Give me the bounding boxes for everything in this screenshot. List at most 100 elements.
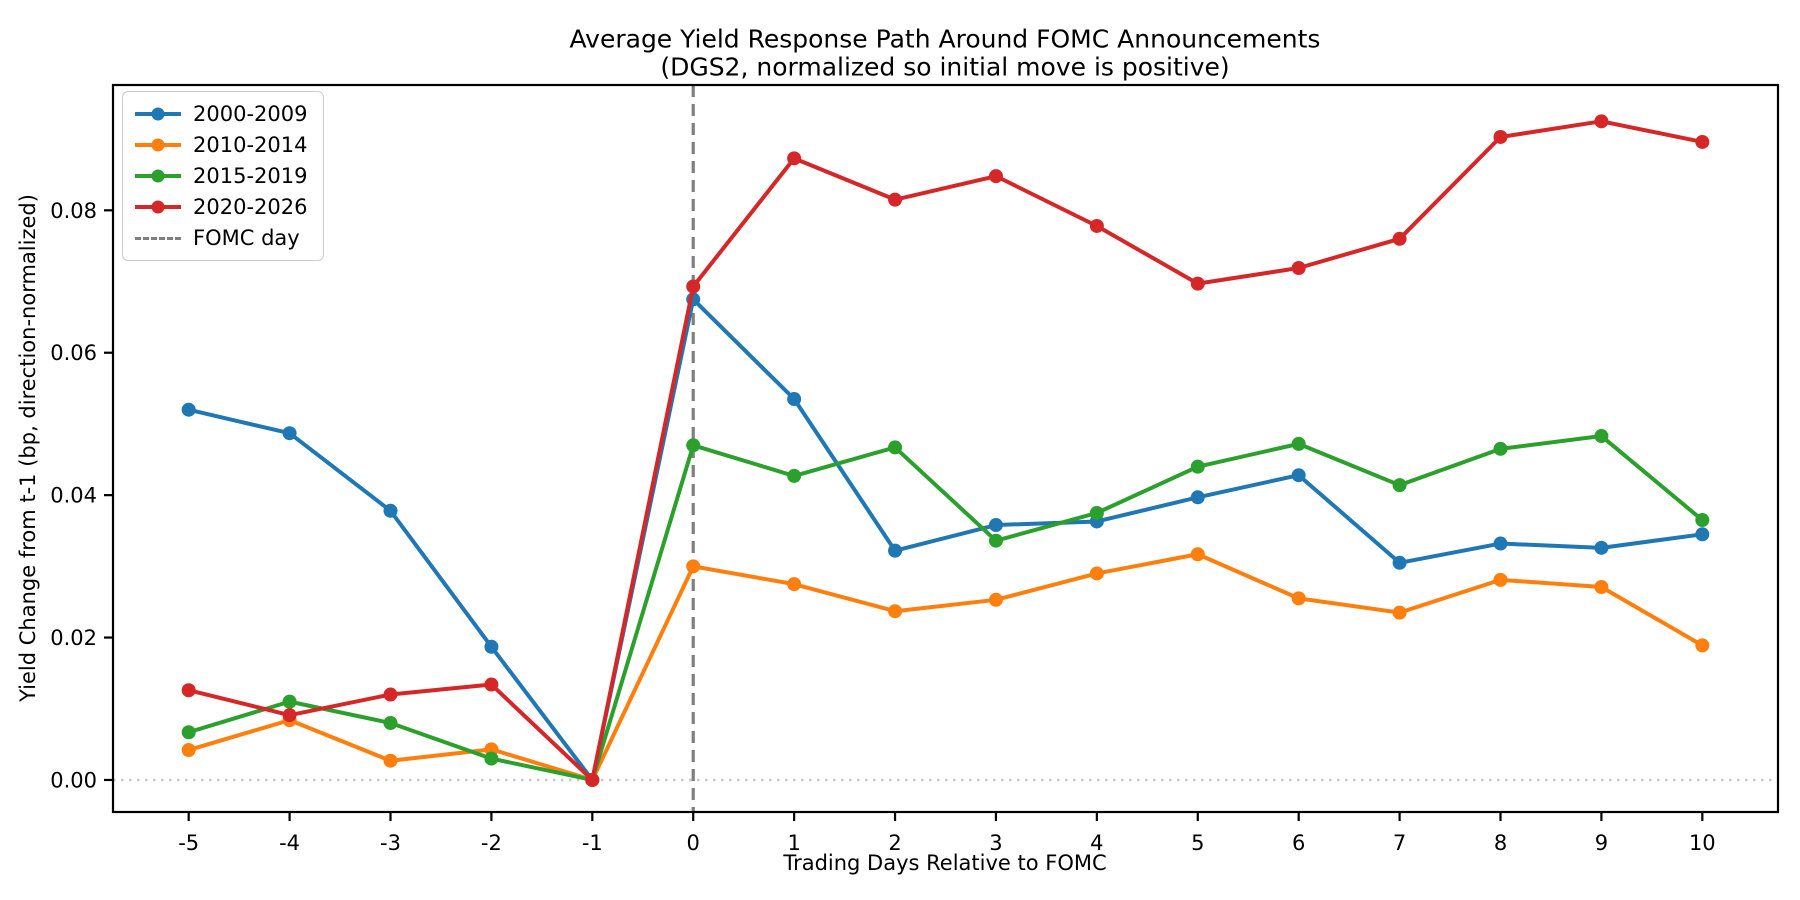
legend-marker-dot [151,138,165,152]
x-tick-label: -5 [178,831,199,855]
data-point-marker [1392,605,1407,620]
data-point-marker [1089,218,1104,233]
data-point-marker [282,708,297,723]
data-point-marker [1190,547,1205,562]
y-tick-label: 0.04 [50,484,97,508]
x-tick-label: 7 [1393,831,1406,855]
legend-box: 2000-2009 2010-2014 2015-2019 2020-2026 … [122,91,325,261]
data-point-marker [1392,555,1407,570]
series-line [186,297,1705,782]
x-tick-label: -3 [380,831,401,855]
data-point-marker [686,438,701,453]
data-point-marker [888,543,903,558]
x-tick-label: 4 [1090,831,1103,855]
legend-item-2010-2014: 2010-2014 [135,133,307,157]
legend-line-sample [135,138,181,152]
x-tick-label: 1 [787,831,800,855]
data-point-marker [988,518,1003,533]
legend-marker-dot [151,200,165,214]
legend-marker-dot [151,107,165,121]
data-point-marker [282,694,297,709]
y-tick-label: 0.02 [50,626,97,650]
legend-label: 2010-2014 [193,133,308,157]
legend-line-sample [135,107,181,121]
data-point-marker [1493,536,1508,551]
data-point-marker [1089,566,1104,581]
series-2015-2019 [181,429,1710,787]
data-point-marker [888,604,903,619]
legend-marker-dot [151,169,165,183]
legend-line-sample [135,200,181,214]
y-tick-label: 0.06 [50,341,97,365]
x-tick-label: -2 [481,831,502,855]
series-line [186,552,1705,782]
data-point-marker [988,169,1003,184]
data-point-marker [1695,527,1710,542]
legend-label: 2015-2019 [193,164,308,188]
chart-title-line1: Average Yield Response Path Around FOMC … [569,24,1321,54]
x-tick-label: 5 [1191,831,1204,855]
data-point-marker [1493,441,1508,456]
x-tick-label: 0 [687,831,700,855]
data-point-marker [383,503,398,518]
data-point-marker [787,577,802,592]
series-2000-2009 [181,292,1710,787]
data-point-marker [1594,579,1609,594]
x-tick-label: -4 [279,831,300,855]
x-tick-label: 9 [1595,831,1608,855]
data-point-marker [1089,505,1104,520]
y-tick-label: 0.00 [50,768,97,792]
legend-line-sample [135,169,181,183]
data-point-marker [282,426,297,441]
data-point-marker [1392,231,1407,246]
data-point-marker [585,772,600,787]
legend-label: FOMC day [193,226,300,250]
x-tick-label: 10 [1689,831,1716,855]
chart-title-line2: (DGS2, normalized so initial move is pos… [660,52,1230,82]
data-point-marker [1291,591,1306,606]
legend-item-2020-2026: 2020-2026 [135,195,307,219]
data-point-marker [988,592,1003,607]
data-point-marker [1291,468,1306,483]
legend-label: 2020-2026 [193,195,308,219]
data-point-marker [686,559,701,574]
data-point-marker [484,677,499,692]
data-point-marker [988,533,1003,548]
data-point-marker [1190,490,1205,505]
data-point-marker [686,279,701,294]
legend-item-2000-2009: 2000-2009 [135,102,307,126]
data-point-marker [1695,638,1710,653]
data-point-marker [1190,276,1205,291]
x-tick-label: 6 [1292,831,1305,855]
data-point-marker [1392,478,1407,493]
data-point-marker [1291,436,1306,451]
y-axis-ticks: 0.00 0.02 0.04 0.06 0.08 [50,199,113,792]
legend-label: 2000-2009 [193,102,308,126]
data-point-marker [181,683,196,698]
data-point-marker [888,192,903,207]
x-axis-label: Trading Days Relative to FOMC [783,851,1107,875]
data-point-marker [1190,459,1205,474]
series-2010-2014 [181,547,1710,787]
data-point-marker [1695,134,1710,149]
data-point-marker [1594,540,1609,555]
data-point-marker [1594,429,1609,444]
data-point-marker [1493,572,1508,587]
x-axis-ticks: -5 -4 -3 -2 -1 0 1 2 3 4 5 6 7 8 9 10 [178,812,1716,855]
data-point-marker [787,151,802,166]
legend-dashed-sample [135,236,181,240]
data-point-marker [1493,129,1508,144]
data-point-marker [181,743,196,758]
data-point-marker [888,440,903,455]
data-point-marker [484,751,499,766]
data-point-marker [383,687,398,702]
data-point-marker [787,392,802,407]
series-2020-2026 [181,114,1710,787]
data-point-marker [181,402,196,417]
data-point-marker [181,725,196,740]
data-point-marker [787,468,802,483]
x-tick-label: -1 [582,831,603,855]
plot-spines [111,83,1780,814]
